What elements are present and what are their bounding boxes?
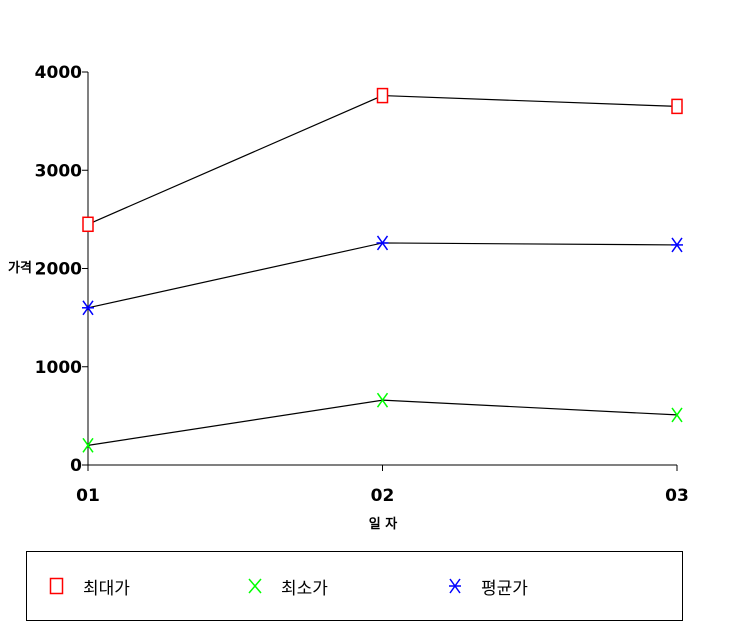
- data-point-square: [82, 216, 94, 233]
- x-tick-label: 03: [665, 486, 689, 506]
- legend-square-marker-icon: [49, 577, 64, 595]
- legend: 최대가 최소가 평균가: [26, 551, 683, 621]
- series-lines: [87, 94, 678, 446]
- y-axis-ticks: 0 1000 2000 3000 4000: [35, 63, 88, 476]
- legend-label-avg: 평균가: [481, 578, 528, 599]
- data-point-x: [82, 437, 94, 453]
- x-axis-ticks: 01 02 03: [76, 465, 689, 506]
- data-point-square: [376, 87, 389, 104]
- legend-x-marker-icon: [248, 578, 262, 594]
- legend-label-min: 최소가: [281, 578, 328, 599]
- chart-axes: [87, 72, 677, 466]
- data-point-square: [671, 98, 683, 115]
- series-markers: [82, 87, 683, 453]
- data-point-x: [376, 392, 389, 408]
- x-tick-label: 01: [76, 486, 100, 506]
- data-point-asterisk: [671, 237, 683, 253]
- legend-item-max: 최대가: [49, 574, 130, 599]
- y-axis-title: 가격: [8, 261, 32, 276]
- data-point-x: [671, 407, 683, 423]
- series-line: [87, 94, 678, 225]
- data-point-asterisk: [376, 235, 389, 251]
- legend-asterisk-marker-icon: [449, 578, 461, 594]
- y-tick-label: 3000: [35, 161, 82, 181]
- y-tick-label: 2000: [35, 260, 82, 280]
- data-point-asterisk: [82, 300, 94, 316]
- line-chart: 0 1000 2000 3000 4000 01 02 03 가격 일 자: [8, 63, 689, 532]
- series-line: [87, 399, 678, 446]
- legend-item-min: 최소가: [247, 574, 328, 599]
- y-tick-label: 1000: [35, 358, 82, 378]
- x-tick-label: 02: [371, 486, 395, 506]
- y-tick-label: 4000: [35, 63, 82, 83]
- x-axis-title: 일 자: [369, 517, 397, 532]
- legend-label-max: 최대가: [83, 578, 130, 599]
- legend-item-avg: 평균가: [447, 574, 528, 599]
- series-line: [87, 242, 678, 309]
- y-tick-label: 0: [70, 456, 82, 476]
